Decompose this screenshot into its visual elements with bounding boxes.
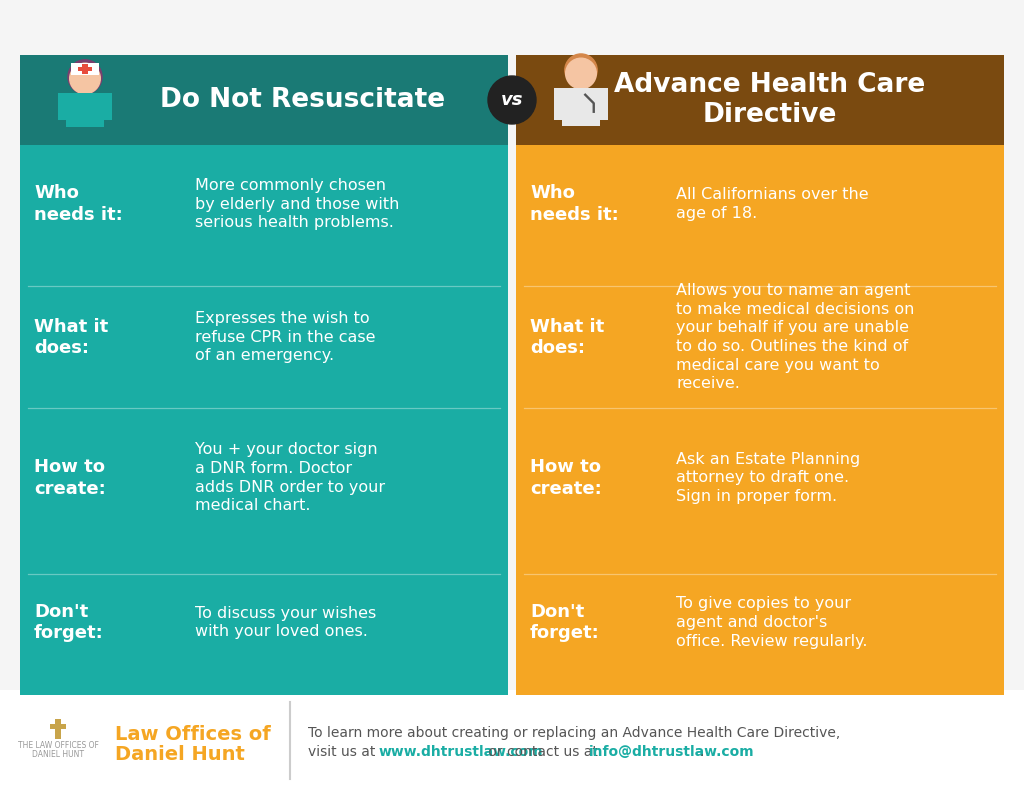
- Circle shape: [68, 60, 102, 94]
- FancyBboxPatch shape: [0, 690, 1024, 791]
- Text: To learn more about creating or replacing an Advance Health Care Directive,: To learn more about creating or replacin…: [308, 725, 841, 740]
- Text: info@dhtrustlaw.com: info@dhtrustlaw.com: [589, 745, 755, 759]
- Text: Daniel Hunt: Daniel Hunt: [115, 745, 245, 764]
- Text: .: .: [700, 745, 705, 759]
- Text: How to
create:: How to create:: [34, 458, 105, 498]
- FancyBboxPatch shape: [67, 93, 103, 127]
- Text: vs: vs: [501, 91, 523, 109]
- Circle shape: [488, 76, 536, 124]
- Text: Who
needs it:: Who needs it:: [34, 184, 123, 224]
- FancyBboxPatch shape: [572, 88, 590, 127]
- FancyBboxPatch shape: [50, 724, 66, 729]
- Text: What it
does:: What it does:: [530, 317, 604, 357]
- Text: Don't
forget:: Don't forget:: [530, 603, 600, 642]
- Text: To give copies to your
agent and doctor's
office. Review regularly.: To give copies to your agent and doctor'…: [677, 596, 868, 649]
- FancyBboxPatch shape: [102, 93, 113, 120]
- FancyBboxPatch shape: [83, 64, 87, 74]
- Text: DANIEL HUNT: DANIEL HUNT: [32, 750, 84, 759]
- Text: www.dhtrustlaw.com: www.dhtrustlaw.com: [378, 745, 543, 759]
- Text: THE LAW OFFICES OF: THE LAW OFFICES OF: [17, 741, 98, 750]
- FancyBboxPatch shape: [20, 690, 508, 695]
- FancyBboxPatch shape: [20, 55, 508, 690]
- Text: To discuss your wishes
with your loved ones.: To discuss your wishes with your loved o…: [195, 606, 376, 639]
- FancyBboxPatch shape: [554, 88, 564, 120]
- Text: How to
create:: How to create:: [530, 458, 602, 498]
- Text: All Californians over the
age of 18.: All Californians over the age of 18.: [677, 187, 869, 221]
- Text: Allows you to name an agent
to make medical decisions on
your behalf if you are : Allows you to name an agent to make medi…: [677, 283, 914, 392]
- Text: Expresses the wish to
refuse CPR in the case
of an emergency.: Expresses the wish to refuse CPR in the …: [195, 311, 376, 363]
- FancyBboxPatch shape: [57, 93, 68, 120]
- Circle shape: [70, 63, 100, 94]
- FancyBboxPatch shape: [20, 55, 508, 145]
- Text: More commonly chosen
by elderly and those with
serious health problems.: More commonly chosen by elderly and thos…: [195, 178, 399, 230]
- Text: Do Not Resuscitate: Do Not Resuscitate: [161, 87, 445, 113]
- Text: Ask an Estate Planning
attorney to draft one.
Sign in proper form.: Ask an Estate Planning attorney to draft…: [677, 452, 860, 504]
- Text: Don't
forget:: Don't forget:: [34, 603, 103, 642]
- FancyBboxPatch shape: [72, 63, 98, 75]
- FancyBboxPatch shape: [598, 88, 608, 120]
- FancyBboxPatch shape: [562, 88, 600, 127]
- Circle shape: [565, 54, 597, 86]
- Text: or contact us at: or contact us at: [483, 745, 602, 759]
- FancyBboxPatch shape: [516, 55, 1004, 690]
- FancyBboxPatch shape: [55, 718, 61, 739]
- Text: You + your doctor sign
a DNR form. Doctor
adds DNR order to your
medical chart.: You + your doctor sign a DNR form. Docto…: [195, 442, 385, 513]
- Text: What it
does:: What it does:: [34, 317, 109, 357]
- Text: visit us at: visit us at: [308, 745, 380, 759]
- Text: Law Offices of: Law Offices of: [115, 725, 270, 744]
- FancyBboxPatch shape: [516, 690, 1004, 695]
- Circle shape: [565, 59, 596, 89]
- Text: Advance Health Care
Directive: Advance Health Care Directive: [614, 72, 926, 128]
- Text: Who
needs it:: Who needs it:: [530, 184, 618, 224]
- FancyBboxPatch shape: [78, 67, 92, 71]
- FancyBboxPatch shape: [516, 55, 1004, 145]
